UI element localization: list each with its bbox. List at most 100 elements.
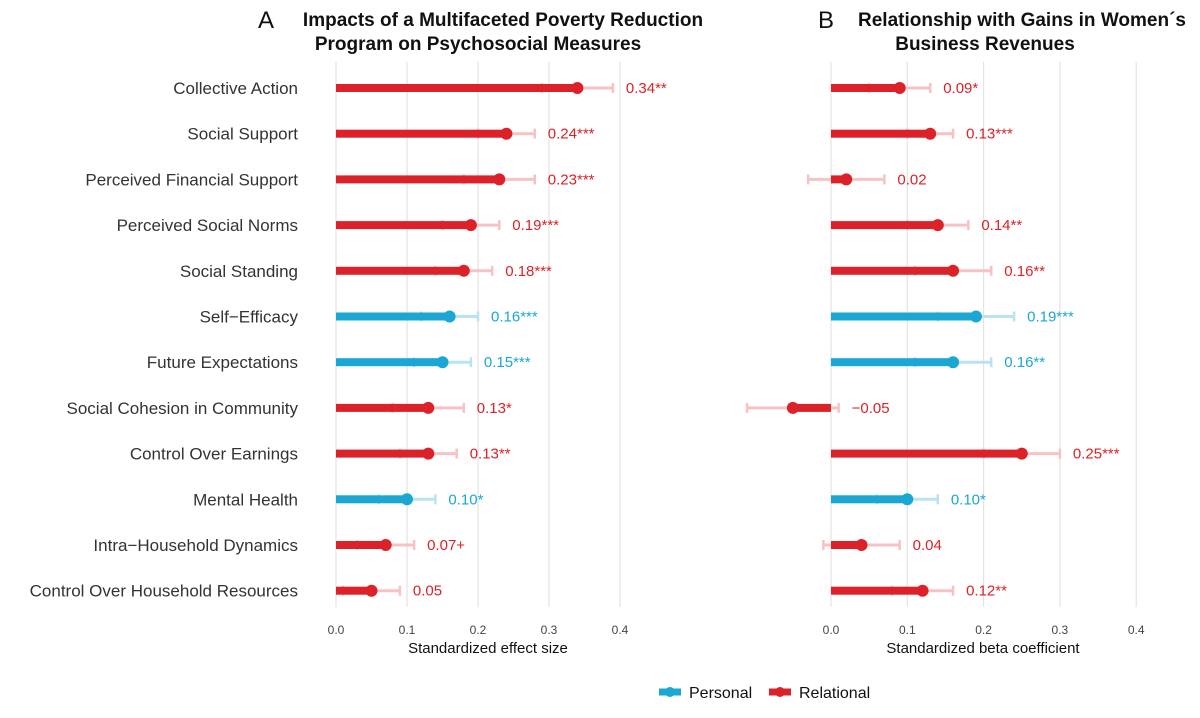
category-label: Perceived Social Norms <box>117 216 298 235</box>
panel-b-value-label: 0.02 <box>897 171 926 188</box>
panel-a-value-label: 0.34** <box>626 80 667 97</box>
category-label: Control Over Household Resources <box>30 582 298 601</box>
panel-a-tick-label: 0.0 <box>328 623 345 637</box>
panel-b-tick-label: 0.4 <box>1128 623 1145 637</box>
legend: Personal Relational <box>659 685 870 702</box>
panel-a-value-label: 0.18*** <box>505 263 552 280</box>
panel-b-point <box>969 310 982 323</box>
panel-a-point <box>571 82 584 94</box>
panel-b-bar <box>831 449 1022 458</box>
panel-b-point <box>916 584 929 597</box>
panel-a-bar <box>336 449 429 458</box>
legend-label-relational: Relational <box>799 685 870 702</box>
panel-a-point <box>436 356 449 369</box>
panel-b-value-label: 0.14** <box>981 217 1022 234</box>
legend-dot-personal <box>665 687 675 697</box>
panel-b-point <box>924 127 937 140</box>
panel-b-point <box>1015 447 1028 460</box>
panel-a-point <box>493 173 506 186</box>
panel-b-value-label: 0.10* <box>951 491 986 508</box>
panel-a-bar <box>336 175 500 184</box>
panel-a-bar <box>336 403 429 412</box>
panel-b-bar <box>831 221 938 230</box>
panel-a-bar <box>336 312 450 321</box>
panel-b-point <box>840 173 853 186</box>
panel-b-point <box>947 356 960 369</box>
panel-b-point <box>855 539 868 551</box>
legend-item-relational: Relational <box>769 685 870 702</box>
panel-a-bar <box>336 586 372 595</box>
panel-a-point <box>443 310 456 323</box>
legend-item-personal: Personal <box>659 685 752 702</box>
panel-a-bar <box>336 84 578 92</box>
panel-a-value-label: 0.10* <box>448 491 483 508</box>
panel-b-point <box>931 219 944 232</box>
panel-b-bar <box>831 541 862 549</box>
panel-b-value-label: 0.16** <box>1004 263 1045 280</box>
panel-a-point <box>422 401 435 414</box>
panel-a-xlabel: Standardized effect size <box>408 640 568 657</box>
category-label: Collective Action <box>173 79 298 98</box>
panel-b-point <box>901 493 914 506</box>
panel-a-value-label: 0.23*** <box>548 171 595 188</box>
panel-b-bar <box>831 312 976 321</box>
panel-b-bar <box>792 403 831 412</box>
panel-a-tick-label: 0.1 <box>399 623 416 637</box>
panel-a-point <box>500 127 513 140</box>
panel-b-value-label: 0.12** <box>966 583 1007 600</box>
panel-a-value-label: 0.07+ <box>427 537 465 554</box>
panel-a-plot: 0.0 0.1 0.2 0.3 0.4 Collective Action 0.34** So… <box>30 62 667 637</box>
panel-a-point <box>457 264 470 277</box>
panel-a-value-label: 0.19*** <box>512 217 559 234</box>
category-label: Mental Health <box>193 490 298 509</box>
panel-a-point <box>401 493 413 506</box>
panel-b-value-label: 0.09* <box>943 80 978 97</box>
category-label: Control Over Earnings <box>130 445 298 464</box>
panel-b-title-line-2: Business Revenues <box>895 34 1075 55</box>
legend-dot-relational <box>775 687 785 697</box>
panel-b-tick-label: 0.1 <box>899 623 916 637</box>
panel-b-value-label: 0.13*** <box>966 126 1013 143</box>
panel-a-point <box>464 219 477 232</box>
panel-a-value-label: 0.16*** <box>491 309 538 326</box>
category-label: Social Standing <box>180 262 298 281</box>
panel-a-bar <box>336 129 507 138</box>
panel-a-tick-label: 0.2 <box>470 623 487 637</box>
panel-a-value-label: 0.15*** <box>484 354 531 371</box>
panel-a-title-line-2: Program on Psychosocial Measures <box>315 34 641 55</box>
category-label: Future Expectations <box>147 353 298 372</box>
panel-a-point <box>422 447 435 460</box>
panel-a-value-label: 0.24*** <box>548 126 595 143</box>
panel-b-tick-label: 0.3 <box>1052 623 1069 637</box>
panel-b-point <box>786 401 799 414</box>
panel-b-tick-label: 0.0 <box>823 623 840 637</box>
panel-b-value-label: 0.19*** <box>1027 309 1074 326</box>
legend-label-personal: Personal <box>689 685 752 702</box>
panel-b-value-label: −0.05 <box>852 400 890 417</box>
panel-a-bar <box>336 495 407 504</box>
category-label: Intra−Household Dynamics <box>93 536 298 555</box>
panel-b-bar <box>831 84 900 92</box>
panel-a-tick-label: 0.4 <box>612 623 629 637</box>
panel-a-bar <box>336 358 443 367</box>
panel-b-bar <box>831 266 954 275</box>
panel-a-letter: A <box>258 7 274 34</box>
category-label: Social Support <box>187 125 298 144</box>
panel-b-point <box>893 82 906 94</box>
panel-b-bar <box>831 175 847 184</box>
panel-a-bar <box>336 221 471 230</box>
panel-a-bar <box>336 266 464 275</box>
panel-b-point <box>947 264 960 277</box>
category-label: Self−Efficacy <box>200 308 299 327</box>
panel-b-tick-label: 0.2 <box>975 623 992 637</box>
panel-b-plot: 0.0 0.1 0.2 0.3 0.4 0.09* 0.13*** 0.02 0.14** 0.1… <box>745 62 1145 637</box>
panel-a-tick-label: 0.3 <box>541 623 558 637</box>
category-label: Social Cohesion in Community <box>67 399 299 418</box>
panel-b-title-line-1: Relationship with Gains in Women´s <box>858 10 1186 31</box>
panel-a-point <box>379 539 392 551</box>
panel-a-value-label: 0.05 <box>413 583 442 600</box>
panel-b-value-label: 0.16** <box>1004 354 1045 371</box>
panel-b-bar <box>831 495 908 504</box>
panel-a-point <box>365 584 378 597</box>
